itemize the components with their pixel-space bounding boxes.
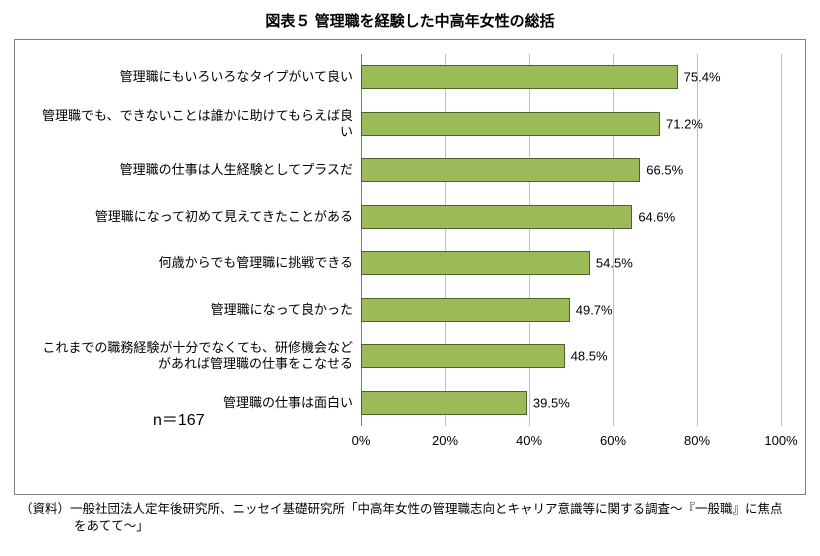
bar-plot-cell: 49.7% [361, 287, 781, 334]
bar-plot-cell: 71.2% [361, 101, 781, 148]
bar [361, 298, 570, 322]
chart-row: 管理職の仕事は人生経験としてプラスだ 66.5% [33, 147, 787, 194]
value-label: 48.5% [571, 349, 608, 364]
chart-row: 管理職にもいろいろなタイプがいて良い 75.4% [33, 54, 787, 101]
chart-row: 管理職になって良かった 49.7% [33, 287, 787, 334]
bar-plot-cell: 48.5% [361, 333, 781, 380]
chart-row: 管理職になって初めて見えてきたことがある 64.6% [33, 194, 787, 241]
x-axis-tick-label: 100% [764, 433, 797, 448]
x-axis-tick-label: 80% [684, 433, 710, 448]
bar [361, 205, 632, 229]
chart-frame: 0% 20% 40% 60% 80% 100% 管理職にもいろいろなタイプがいて良い 75.4… [14, 39, 806, 495]
chart-row: 管理職でも、できないことは誰かに助けてもらえば良い 71.2% [33, 101, 787, 148]
x-axis-tick-label: 40% [516, 433, 542, 448]
bar [361, 344, 565, 368]
value-label: 54.5% [596, 256, 633, 271]
bar-plot-cell: 75.4% [361, 54, 781, 101]
value-label: 49.7% [576, 302, 613, 317]
bar [361, 65, 678, 89]
category-label: 管理職の仕事は人生経験としてプラスだ [33, 162, 361, 178]
category-label: 管理職でも、できないことは誰かに助けてもらえば良い [33, 108, 361, 141]
value-label: 75.4% [684, 70, 721, 85]
source-line-1: （資料）一般社団法人定年後研究所、ニッセイ基礎研究所「中高年女性の管理職志向とキ… [20, 502, 783, 516]
value-label: 64.6% [638, 209, 675, 224]
chart-row: 何歳からでも管理職に挑戦できる 54.5% [33, 240, 787, 287]
chart-row: 管理職の仕事は面白い39.5% [33, 380, 787, 427]
chart-title: 図表５ 管理職を経験した中高年女性の総括 [14, 10, 806, 31]
x-axis-tick-label: 60% [600, 433, 626, 448]
bar [361, 158, 640, 182]
category-label: 管理職になって良かった [33, 302, 361, 318]
chart-row: これまでの職務経験が十分でなくても、研修機会などがあれば管理職の仕事をこなせる 4… [33, 333, 787, 380]
value-label: 66.5% [646, 163, 683, 178]
value-label: 39.5% [533, 395, 570, 410]
category-label: 管理職にもいろいろなタイプがいて良い [33, 69, 361, 85]
bar-plot-cell: 54.5% [361, 240, 781, 287]
bar [361, 251, 590, 275]
bar-chart: 0%20%40%60%80%100%管理職にもいろいろなタイプがいて良い75.4… [33, 54, 787, 460]
source-citation: （資料）一般社団法人定年後研究所、ニッセイ基礎研究所「中高年女性の管理職志向とキ… [20, 501, 800, 535]
sample-size-label: n＝167 [153, 406, 205, 430]
bar-plot-cell: 64.6% [361, 194, 781, 241]
bar-plot-cell: 66.5% [361, 147, 781, 194]
category-label: 管理職になって初めて見えてきたことがある [33, 209, 361, 225]
bar-plot-cell: 39.5% [361, 380, 781, 427]
gridline [781, 54, 782, 426]
value-label: 71.2% [666, 116, 703, 131]
bar [361, 112, 660, 136]
category-label: 何歳からでも管理職に挑戦できる [33, 255, 361, 271]
source-line-2: をあてて～」 [20, 518, 800, 535]
category-label: これまでの職務経験が十分でなくても、研修機会などがあれば管理職の仕事をこなせる [33, 340, 361, 373]
bar [361, 391, 527, 415]
x-axis-tick-label: 20% [432, 433, 458, 448]
x-axis-tick-label: 0% [352, 433, 371, 448]
